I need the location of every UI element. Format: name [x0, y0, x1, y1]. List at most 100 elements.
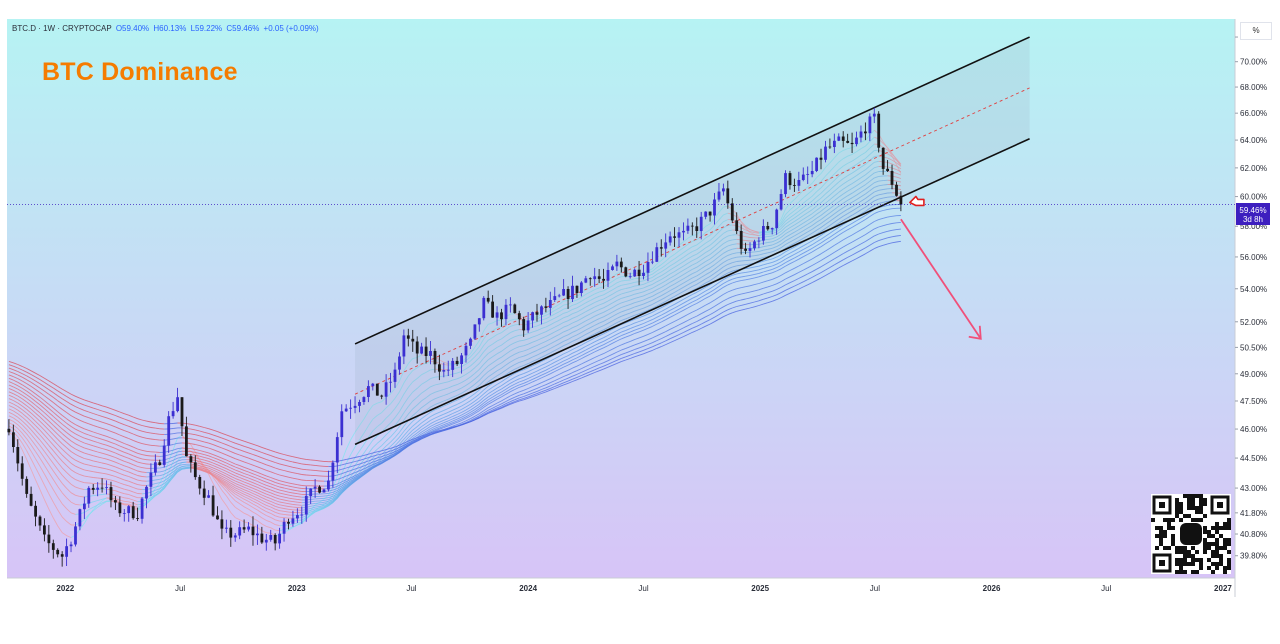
price-tick-label: 43.00%: [1240, 484, 1267, 493]
time-tick-label: 2024: [519, 584, 537, 593]
time-tick-label: Jul: [1101, 584, 1111, 593]
ribbon-segment: [311, 501, 315, 502]
ribbon-segment: [315, 470, 319, 471]
ribbon-segment: [147, 451, 151, 452]
qr-code-icon: [1151, 494, 1231, 574]
price-tick-label: 52.00%: [1240, 318, 1267, 327]
time-tick-label: 2022: [56, 584, 74, 593]
time-tick-label: 2025: [751, 584, 769, 593]
ribbon-segment: [151, 433, 155, 434]
ribbon-segment: [93, 495, 98, 496]
ribbon-segment: [297, 497, 301, 498]
high-value: H60.13%: [153, 24, 186, 33]
ribbon-segment: [293, 504, 298, 505]
price-tick-label: 46.00%: [1240, 425, 1267, 434]
ribbon-segment: [315, 465, 319, 466]
price-tick-label: 47.50%: [1240, 397, 1267, 406]
price-tick-label: 39.80%: [1240, 552, 1267, 561]
close-value: C59.46%: [226, 24, 259, 33]
low-value: L59.22%: [191, 24, 223, 33]
ribbon-segment: [182, 468, 186, 469]
ribbon-segment: [80, 496, 84, 497]
candle: [474, 324, 477, 340]
ribbon-segment: [124, 501, 128, 502]
ribbon-segment: [315, 503, 319, 504]
ribbon-segment: [311, 465, 315, 466]
ribbon-segment: [76, 504, 80, 505]
ribbon-segment: [182, 466, 186, 467]
ribbon-segment: [93, 478, 98, 479]
price-tick-label: 56.00%: [1240, 253, 1267, 262]
change-value: +0.05 (+0.09%): [264, 24, 319, 33]
ribbon-segment: [289, 507, 293, 508]
time-axis-background: [7, 578, 1235, 597]
time-tick-label: 2023: [288, 584, 306, 593]
ribbon-segment: [320, 461, 325, 462]
candle: [815, 157, 818, 172]
open-value: O59.40%: [116, 24, 149, 33]
candle: [784, 170, 787, 197]
price-tick-label: 54.00%: [1240, 285, 1267, 294]
candle-countdown: 3d 8h: [1243, 215, 1263, 224]
ribbon-segment: [280, 511, 284, 512]
ribbon-segment: [297, 502, 301, 503]
current-price-label: 59.46%: [1239, 206, 1266, 215]
ribbon-segment: [297, 499, 301, 500]
price-tick-label: 41.80%: [1240, 509, 1267, 518]
price-tick-label: 44.50%: [1240, 454, 1267, 463]
price-tick-label: 62.00%: [1240, 164, 1267, 173]
price-tick-label: 70.00%: [1240, 58, 1267, 67]
symbol-name[interactable]: BTC.D · 1W · CRYPTOCAP: [12, 24, 112, 33]
ribbon-segment: [142, 472, 147, 473]
ribbon-segment: [320, 500, 325, 501]
ribbon-segment: [897, 229, 901, 230]
symbol-legend[interactable]: BTC.D · 1W · CRYPTOCAP O59.40% H60.13% L…: [12, 24, 319, 33]
price-tick-label: 64.00%: [1240, 136, 1267, 145]
ribbon-segment: [293, 499, 298, 500]
ribbon-segment: [138, 489, 142, 490]
ribbon-segment: [151, 428, 155, 429]
candle: [376, 384, 379, 396]
ribbon-segment: [302, 475, 306, 476]
ribbon-segment: [315, 460, 319, 461]
ribbon-segment: [297, 520, 301, 521]
ribbon-segment: [275, 530, 279, 531]
ribbon-segment: [311, 499, 315, 500]
ribbon-segment: [102, 494, 106, 495]
ribbon-segment: [324, 498, 328, 499]
ribbon-segment: [98, 495, 102, 496]
price-tick-label: 60.00%: [1240, 193, 1267, 202]
price-tick-label: 40.80%: [1240, 530, 1267, 539]
ribbon-segment: [151, 439, 155, 440]
ribbon-segment: [173, 428, 177, 429]
ribbon-segment: [173, 423, 177, 424]
ribbon-segment: [302, 464, 306, 465]
ribbon-segment: [892, 216, 897, 217]
time-tick-label: 2026: [983, 584, 1001, 593]
chart-title: BTC Dominance: [42, 58, 238, 87]
ribbon-segment: [102, 479, 106, 480]
ribbon-segment: [280, 514, 284, 515]
ribbon-segment: [284, 518, 289, 519]
current-price-tag: 59.46% 3d 8h: [1236, 203, 1270, 225]
time-tick-label: Jul: [638, 584, 648, 593]
ribbon-segment: [155, 434, 160, 435]
candle: [513, 303, 516, 313]
ribbon-segment: [897, 235, 901, 236]
ribbon-segment: [266, 533, 270, 534]
price-unit-selector[interactable]: %: [1240, 22, 1272, 40]
ribbon-segment: [284, 514, 289, 515]
ribbon-segment: [98, 478, 102, 479]
ribbon-segment: [302, 469, 306, 470]
price-tick-label: 66.00%: [1240, 109, 1267, 118]
ribbon-segment: [306, 459, 311, 460]
time-tick-label: Jul: [406, 584, 416, 593]
ribbon-segment: [320, 502, 325, 503]
time-tick-label: Jul: [175, 584, 185, 593]
price-tick-label: 68.00%: [1240, 83, 1267, 92]
candle: [877, 111, 880, 152]
price-tick-label: 50.50%: [1240, 343, 1267, 352]
ribbon-segment: [155, 446, 160, 447]
